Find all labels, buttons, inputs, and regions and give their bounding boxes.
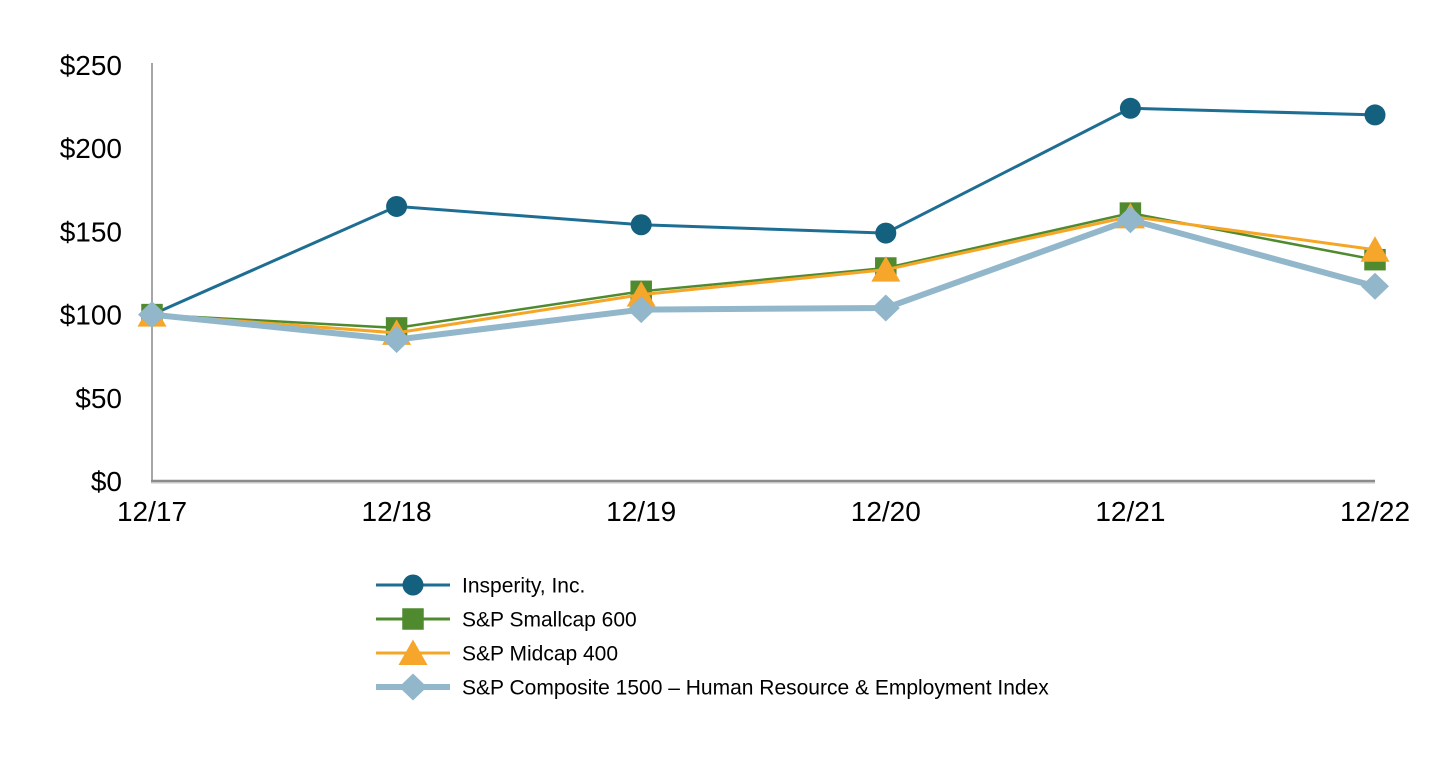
series-line <box>151 216 1376 343</box>
series-line <box>151 214 1376 335</box>
legend-marker-diamond <box>399 673 427 701</box>
series-marker-diamond <box>138 301 166 329</box>
y-axis-label: $100 <box>60 300 122 331</box>
legend-label: S&P Midcap 400 <box>462 643 618 666</box>
legend-marker-square <box>402 608 424 630</box>
x-axis-label: 12/22 <box>1340 496 1410 527</box>
series-4 <box>138 206 1389 354</box>
legend-label: S&P Smallcap 600 <box>462 609 637 632</box>
series-marker-circle <box>386 195 408 217</box>
legend-marker-triangle <box>398 639 428 665</box>
series-marker-triangle <box>1360 236 1390 262</box>
x-axis-label: 12/20 <box>851 496 921 527</box>
y-axis-label: $250 <box>60 50 122 81</box>
series-marker-diamond <box>871 294 900 322</box>
x-axis-label: 12/17 <box>117 496 187 527</box>
series-marker-diamond <box>1116 206 1145 234</box>
series-marker-circle <box>1364 104 1386 126</box>
legend-item: S&P Smallcap 600 <box>376 608 637 632</box>
series-1 <box>141 97 1386 326</box>
y-axis-label: $0 <box>91 466 122 497</box>
legend-label: Insperity, Inc. <box>462 575 585 598</box>
series-line <box>151 106 1376 316</box>
y-axis-label: $200 <box>60 133 122 164</box>
series-marker-diamond <box>382 326 411 354</box>
legend-item: S&P Composite 1500 – Human Resource & Em… <box>376 673 1049 701</box>
series-marker-circle <box>875 222 897 244</box>
series-marker-triangle <box>626 281 656 307</box>
y-axis-label: $50 <box>75 383 122 414</box>
series-marker-diamond <box>627 296 656 324</box>
series-marker-circle <box>630 214 652 236</box>
series-2 <box>141 202 1386 339</box>
y-axis-label: $150 <box>60 216 122 247</box>
legend-item: Insperity, Inc. <box>376 574 585 598</box>
legend-marker-circle <box>402 574 424 596</box>
legend-item: S&P Midcap 400 <box>376 639 618 666</box>
series-marker-diamond <box>1361 272 1389 300</box>
series-marker-triangle <box>871 256 901 282</box>
x-axis-label: 12/19 <box>606 496 676 527</box>
x-axis-label: 12/18 <box>362 496 432 527</box>
legend-label: S&P Composite 1500 – Human Resource & Em… <box>462 677 1049 700</box>
x-axis-label: 12/21 <box>1095 496 1165 527</box>
series-marker-circle <box>1119 97 1141 119</box>
